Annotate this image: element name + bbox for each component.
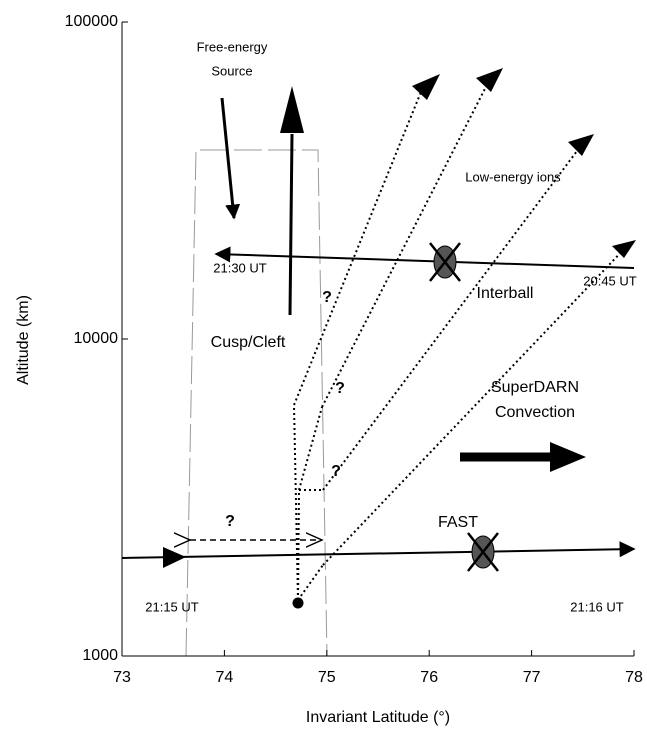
annotation: Low-energy ions bbox=[465, 169, 561, 184]
interball-x bbox=[429, 242, 461, 282]
fast-arrow bbox=[163, 547, 186, 568]
x-tick-label: 73 bbox=[113, 669, 131, 686]
annotation: ? bbox=[331, 463, 341, 480]
annotation: Interball bbox=[477, 285, 534, 302]
origin-point bbox=[292, 597, 304, 609]
arrow-head bbox=[568, 134, 594, 156]
annotation: ? bbox=[322, 289, 332, 306]
annotation: 21:16 UT bbox=[570, 599, 624, 614]
x-tick-label: 78 bbox=[625, 669, 643, 686]
arrow-head bbox=[612, 240, 636, 258]
fast-orbit bbox=[121, 541, 636, 559]
arrow-head bbox=[476, 68, 503, 92]
y-tick-label: 1000 bbox=[82, 647, 118, 664]
y-axis-label: Altitude (km) bbox=[15, 295, 32, 385]
annotation: ? bbox=[335, 380, 345, 397]
x-tick-label: 75 bbox=[318, 669, 336, 686]
ion-paths bbox=[293, 74, 629, 601]
fast-x bbox=[467, 532, 499, 572]
annotation: ? bbox=[225, 513, 235, 530]
y-tick-label: 10000 bbox=[74, 330, 119, 347]
y-tick-label: 100000 bbox=[65, 13, 118, 30]
annotation: 21:15 UT bbox=[145, 599, 199, 614]
annotation: Cusp/Cleft bbox=[211, 334, 286, 351]
x-tick-label: 77 bbox=[523, 669, 541, 686]
cusp-arrow bbox=[288, 133, 294, 316]
cusp-arrow-head bbox=[280, 86, 304, 133]
annotation: Source bbox=[211, 63, 252, 78]
diagram bbox=[121, 68, 636, 657]
annotation: Free-energy bbox=[197, 39, 268, 54]
free-energy-arrow bbox=[220, 97, 241, 220]
cusp-region bbox=[185, 149, 328, 657]
x-tick-label: 74 bbox=[216, 669, 234, 686]
annotation: 20:45 UT bbox=[583, 273, 637, 288]
interball-orbit bbox=[214, 246, 635, 269]
x-axis-label: Invariant Latitude (°) bbox=[306, 709, 450, 726]
x-tick-label: 76 bbox=[420, 669, 438, 686]
arrow-head bbox=[412, 74, 440, 100]
annotation: 21:30 UT bbox=[213, 260, 267, 275]
convection-arrow-head bbox=[550, 442, 586, 472]
annotation: FAST bbox=[438, 514, 478, 531]
annotation: Convection bbox=[495, 404, 575, 421]
annotation: SuperDARN bbox=[491, 379, 579, 396]
